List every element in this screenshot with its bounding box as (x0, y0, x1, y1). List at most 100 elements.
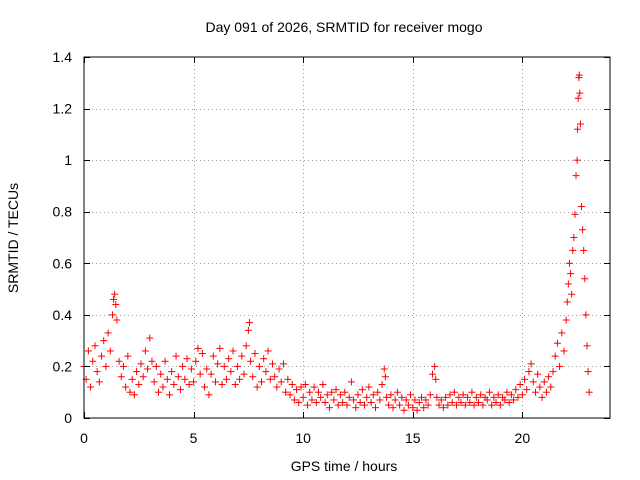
data-point (187, 365, 195, 373)
data-point (339, 399, 347, 407)
data-point (214, 360, 222, 368)
data-point (435, 401, 443, 409)
data-point (556, 362, 564, 370)
data-point (567, 270, 575, 278)
data-point (545, 373, 553, 381)
data-point (321, 399, 329, 407)
y-tick-label: 0.2 (53, 358, 73, 374)
data-point (299, 393, 307, 401)
data-point (236, 375, 244, 383)
data-point (245, 319, 253, 327)
data-point (141, 347, 149, 355)
data-point (244, 326, 252, 334)
data-point (128, 375, 136, 383)
data-point (159, 383, 167, 391)
x-tick-label: 15 (405, 430, 421, 446)
data-point (100, 337, 108, 345)
data-point (264, 347, 272, 355)
data-point (242, 342, 250, 350)
data-point (328, 388, 336, 396)
data-point (573, 156, 581, 164)
data-point (442, 393, 450, 401)
data-point (387, 391, 395, 399)
data-point (505, 399, 513, 407)
data-point (581, 275, 589, 283)
data-point (536, 383, 544, 391)
data-point (117, 373, 125, 381)
data-point (512, 386, 520, 394)
data-point (207, 370, 215, 378)
data-point (382, 393, 390, 401)
data-point (89, 357, 97, 365)
data-point (179, 362, 187, 370)
data-point (580, 246, 588, 254)
data-point (437, 396, 445, 404)
data-point (205, 391, 213, 399)
data-point (150, 378, 158, 386)
data-point (571, 210, 579, 218)
data-point (525, 368, 533, 376)
data-point (578, 203, 586, 211)
data-point (262, 368, 270, 376)
data-point (87, 383, 95, 391)
data-point (376, 396, 384, 404)
data-point (446, 391, 454, 399)
data-point (428, 370, 436, 378)
data-point (424, 401, 432, 409)
data-point (477, 391, 485, 399)
data-point (450, 388, 458, 396)
data-point (310, 383, 318, 391)
data-point (385, 401, 393, 409)
data-point (396, 401, 404, 409)
data-point (365, 383, 373, 391)
axis-ticks (84, 57, 610, 419)
data-point (126, 388, 134, 396)
data-point (562, 316, 570, 324)
y-tick-label: 1.2 (53, 101, 73, 117)
data-point (496, 401, 504, 409)
data-point (271, 373, 279, 381)
data-point (518, 391, 526, 399)
data-point (354, 391, 362, 399)
data-point (93, 368, 101, 376)
data-point (119, 362, 127, 370)
data-point (196, 370, 204, 378)
data-point (222, 375, 230, 383)
data-point (255, 362, 263, 370)
data-point (220, 362, 228, 370)
data-point (345, 393, 353, 401)
data-point (367, 399, 375, 407)
data-point (472, 393, 480, 401)
data-point (139, 373, 147, 381)
data-point (542, 388, 550, 396)
data-point (312, 399, 320, 407)
data-point (579, 226, 587, 234)
data-point (218, 380, 226, 388)
data-point (582, 311, 590, 319)
data-point (507, 391, 515, 399)
data-point (444, 401, 452, 409)
data-point (102, 362, 110, 370)
x-tick-labels: 0 5 10 15 20 (80, 430, 530, 446)
data-point (341, 388, 349, 396)
data-point (260, 355, 268, 363)
data-point (494, 391, 502, 399)
data-point (279, 360, 287, 368)
data-point (420, 404, 428, 412)
data-point (531, 388, 539, 396)
data-point (325, 404, 333, 412)
data-point (564, 280, 572, 288)
data-point (137, 360, 145, 368)
data-point (558, 329, 566, 337)
data-point (361, 401, 369, 409)
data-point (152, 362, 160, 370)
data-point (431, 362, 439, 370)
data-point (553, 339, 561, 347)
data-point (572, 172, 580, 180)
data-point (378, 380, 386, 388)
data-point (198, 350, 206, 358)
y-tick-label: 0 (64, 410, 72, 426)
data-point (584, 368, 592, 376)
data-point (168, 368, 176, 376)
